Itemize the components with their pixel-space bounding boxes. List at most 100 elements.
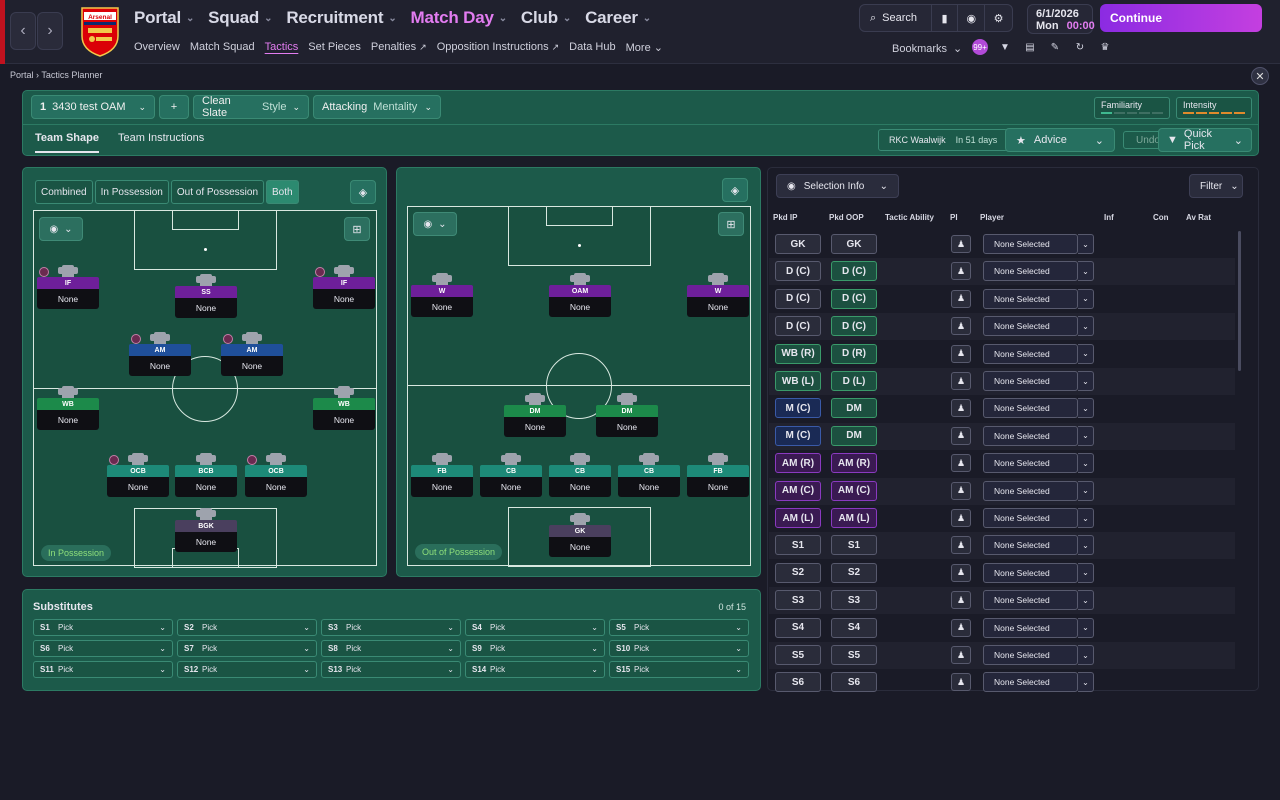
subnav-overview[interactable]: Overview (134, 41, 180, 53)
position-ip-button[interactable]: S2 (775, 562, 821, 583)
player-select[interactable]: None Selected (983, 672, 1078, 693)
position-ip-button[interactable]: AM (L) (775, 508, 821, 528)
chevron-down-icon[interactable]: ⌄ (1078, 288, 1094, 309)
phase-both[interactable]: Both (266, 180, 299, 204)
role-label[interactable]: FB (411, 465, 473, 477)
player-select[interactable]: None Selected (983, 288, 1078, 309)
grid-toggle-button[interactable]: ⊞ (718, 212, 744, 236)
selection-info-dropdown[interactable]: ◉ Selection Info ⌄ (776, 174, 899, 198)
sub-slot-s7[interactable]: S7 Pick ⌄ (177, 640, 317, 657)
tactics-icon[interactable]: ✎ (1050, 41, 1060, 53)
sub-slot-s2[interactable]: S2 Pick ⌄ (177, 619, 317, 636)
position-ip-button[interactable]: M (C) (775, 398, 821, 419)
player-instructions-icon[interactable]: ♟ (951, 289, 971, 308)
position-oop-button[interactable]: AM (R) (831, 453, 877, 474)
player-slot-ocb[interactable]: OCB None (245, 453, 307, 501)
player-instructions-icon[interactable]: ♟ (951, 536, 971, 555)
next-opponent[interactable]: RKC Waalwijk In 51 days (878, 129, 1009, 151)
col-av-rat[interactable]: Av Rat (1186, 213, 1212, 222)
player-select[interactable]: None Selected (983, 343, 1078, 364)
player-select[interactable]: None Selected (983, 617, 1078, 638)
player-instructions-icon[interactable]: ♟ (951, 591, 971, 610)
nav-club[interactable]: Club ⌄ (520, 8, 572, 27)
position-ip-button[interactable]: WB (L) (775, 371, 821, 391)
chevron-down-icon[interactable]: ⌄ (1078, 535, 1094, 556)
role-label[interactable]: CB (618, 465, 680, 477)
subnav-opposition-instructions[interactable]: Opposition Instructions ↗ (436, 41, 560, 53)
quick-pick-button[interactable]: ▼ Quick Pick ⌄ (1158, 128, 1252, 152)
chevron-down-icon[interactable]: ⌄ (1078, 645, 1094, 665)
bookmarks-dropdown[interactable]: Bookmarks ⌄ (892, 42, 963, 56)
chevron-down-icon[interactable]: ⌄ (1078, 590, 1094, 611)
player-select[interactable]: None Selected (983, 453, 1078, 474)
chevron-down-icon[interactable]: ⌄ (1078, 562, 1094, 583)
role-label[interactable]: CB (480, 465, 542, 477)
role-label[interactable]: DM (504, 405, 566, 417)
role-label[interactable]: W (687, 285, 749, 297)
player-select[interactable]: None Selected (983, 371, 1078, 391)
position-oop-button[interactable]: AM (C) (831, 480, 877, 501)
visibility-toggle[interactable]: ◉ ⌄ (413, 212, 457, 236)
col-con[interactable]: Con (1153, 213, 1169, 222)
style-dropdown[interactable]: Clean Slate Style ⌄ (193, 95, 309, 119)
position-ip-button[interactable]: D (C) (775, 261, 821, 282)
position-ip-button[interactable]: D (C) (775, 316, 821, 337)
player-slot-bgk[interactable]: BGK None (175, 508, 237, 556)
player-slot-cb[interactable]: CB None (480, 453, 542, 501)
chevron-down-icon[interactable]: ⌄ (1078, 316, 1094, 337)
player-select[interactable]: None Selected (983, 261, 1078, 282)
position-oop-button[interactable]: S4 (831, 617, 877, 638)
player-instructions-icon[interactable]: ♟ (951, 235, 971, 253)
player-slot-am[interactable]: AM None (129, 332, 191, 380)
visibility-toggle[interactable]: ◉ ⌄ (39, 217, 83, 241)
player-select[interactable]: None Selected (983, 562, 1078, 583)
player-instructions-icon[interactable]: ♟ (951, 317, 971, 336)
sub-slot-s10[interactable]: S10 Pick ⌄ (609, 640, 749, 657)
search-button[interactable]: ⌕ Search (860, 5, 932, 31)
player-instructions-icon[interactable]: ♟ (951, 673, 971, 692)
subnav-match-squad[interactable]: Match Squad (189, 41, 255, 53)
position-ip-button[interactable]: AM (R) (775, 453, 821, 474)
nav-portal[interactable]: Portal ⌄ (134, 8, 195, 27)
chevron-down-icon[interactable]: ⌄ (1078, 508, 1094, 528)
player-slot-ocb[interactable]: OCB None (107, 453, 169, 501)
player-slot-dm[interactable]: DM None (504, 393, 566, 441)
player-select[interactable]: None Selected (983, 316, 1078, 337)
role-label[interactable]: CB (549, 465, 611, 477)
tab-team-shape[interactable]: Team Shape (35, 132, 99, 153)
player-slot-w[interactable]: W None (411, 273, 473, 321)
role-duty-icon[interactable] (39, 267, 49, 277)
chevron-down-icon[interactable]: ⌄ (1078, 343, 1094, 364)
role-duty-icon[interactable] (109, 455, 119, 465)
globe-button[interactable]: ◉ (958, 5, 986, 31)
nav-squad[interactable]: Squad ⌄ (208, 8, 273, 27)
chevron-down-icon[interactable]: ⌄ (1078, 425, 1094, 446)
player-instructions-icon[interactable]: ♟ (951, 262, 971, 281)
subnav-penalties[interactable]: Penalties ↗ (370, 41, 427, 53)
player-select[interactable]: None Selected (983, 535, 1078, 556)
position-ip-button[interactable]: S4 (775, 617, 821, 638)
intensity-meter[interactable]: Intensity (1176, 97, 1252, 119)
role-label[interactable]: WB (313, 398, 375, 410)
role-label[interactable]: W (411, 285, 473, 297)
filter-dropdown[interactable]: Filter ⌄ (1189, 174, 1243, 198)
chevron-down-icon[interactable]: ⌄ (1078, 453, 1094, 474)
forward-button[interactable]: › (37, 12, 63, 50)
phase-in-possession[interactable]: In Possession (94, 180, 169, 204)
sub-slot-s15[interactable]: S15 Pick ⌄ (609, 661, 749, 678)
player-slot-oam[interactable]: OAM None (549, 273, 611, 321)
col-tactic-ability[interactable]: Tactic Ability (885, 213, 934, 222)
player-slot-wb[interactable]: WB None (37, 386, 99, 434)
position-oop-button[interactable]: S3 (831, 590, 877, 611)
breadcrumb-portal[interactable]: Portal (10, 70, 34, 80)
player-slot-if[interactable]: IF None (313, 265, 375, 313)
chevron-down-icon[interactable]: ⌄ (1078, 672, 1094, 693)
sub-slot-s1[interactable]: S1 Pick ⌄ (33, 619, 173, 636)
scrollbar[interactable] (1238, 231, 1241, 371)
mentality-dropdown[interactable]: Attacking Mentality ⌄ (313, 95, 441, 119)
role-label[interactable]: GK (549, 525, 611, 537)
chevron-down-icon[interactable]: ⌄ (1078, 234, 1094, 254)
player-instructions-icon[interactable]: ♟ (951, 426, 971, 445)
role-label[interactable]: WB (37, 398, 99, 410)
position-oop-button[interactable]: D (C) (831, 261, 877, 282)
